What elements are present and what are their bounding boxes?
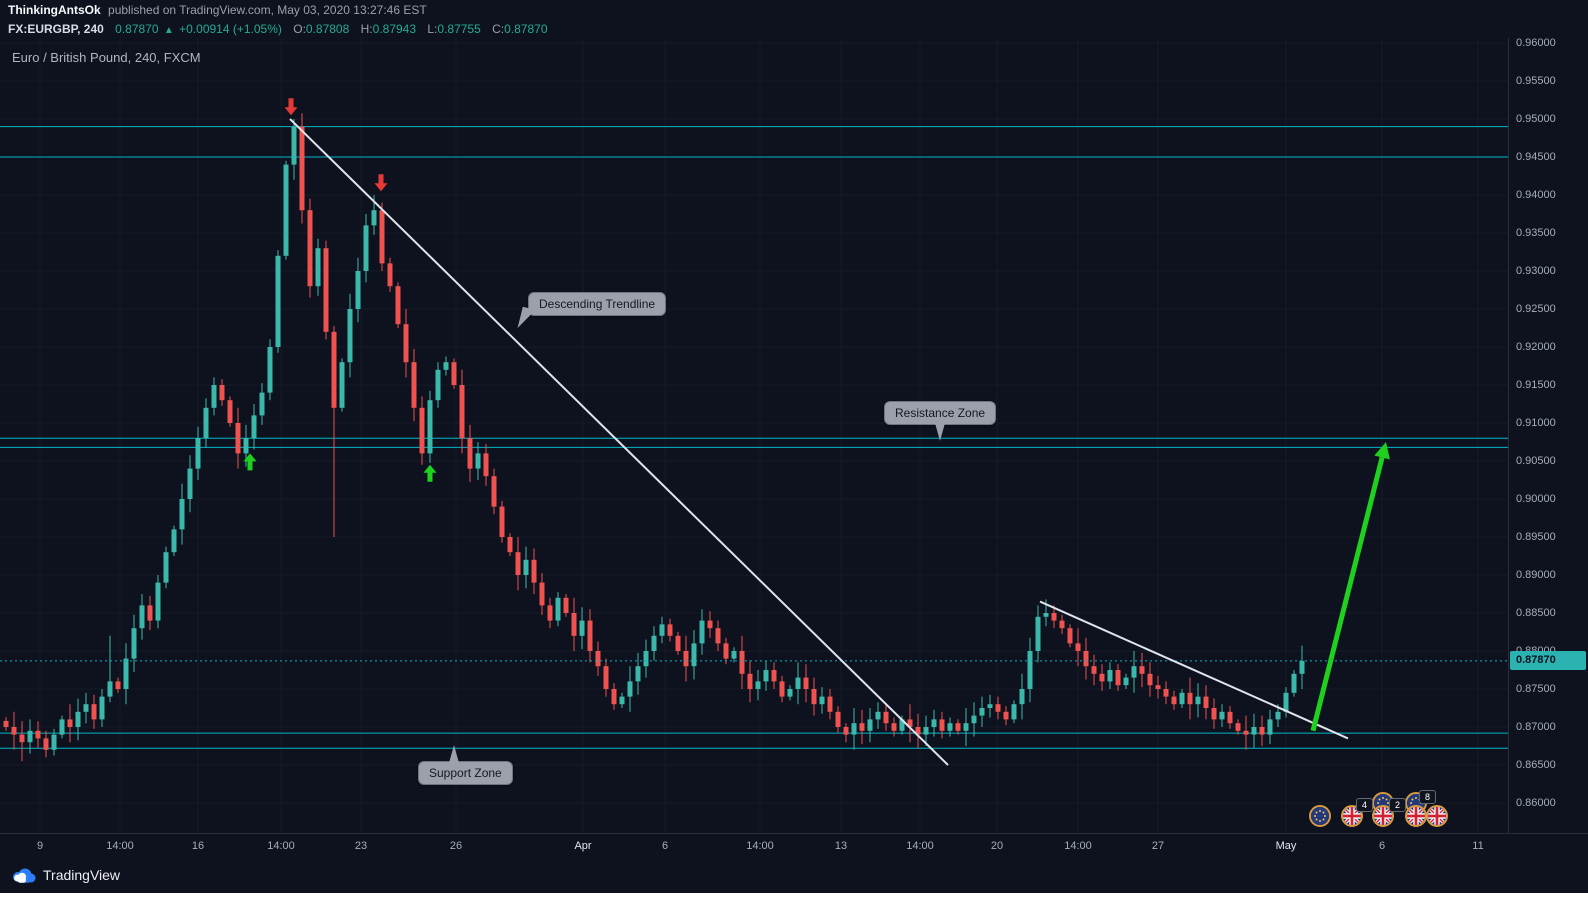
callout-tail [449,745,460,763]
price-label: 0.93500 [1516,227,1556,239]
time-label: 14:00 [746,840,774,852]
price-label: 0.86000 [1516,797,1556,809]
time-label: 14:00 [906,840,934,852]
low-value: 0.87755 [437,22,481,36]
price-label: 0.95500 [1516,75,1556,87]
open-label: O: [293,22,306,36]
price-label: 0.87500 [1516,683,1556,695]
tradingview-brand[interactable]: TradingView [43,867,121,883]
bottom-strip [0,893,1588,905]
low-label: L: [427,22,438,36]
callout-text: Resistance Zone [895,406,986,420]
price-label: 0.86500 [1516,759,1556,771]
price-label: 0.92500 [1516,303,1556,315]
tradingview-logo-icon[interactable] [10,867,36,884]
symbol-name[interactable]: FX:EURGBP, 240 [8,22,104,36]
price-label: 0.95000 [1516,113,1556,125]
high-value: 0.87943 [372,22,417,36]
price-label: 0.89500 [1516,531,1556,543]
last-price: 0.87870 [115,22,159,36]
price-label: 0.91500 [1516,379,1556,391]
open-value: 0.87808 [305,22,350,36]
current-price-tag: 0.87870 [1510,651,1586,670]
resistance-zone-label[interactable]: Resistance Zone [884,401,997,441]
publication-info: published on TradingView.com, May 03, 20… [108,3,427,17]
price-label: 0.96000 [1516,37,1556,49]
time-label: 13 [834,840,848,852]
time-label: 11 [1472,840,1484,852]
time-label: May [1275,840,1297,852]
time-label: 6 [661,840,669,852]
callout-tail [935,423,946,441]
price-change: +0.00914 (+1.05%) [179,22,282,36]
time-label: 6 [1378,840,1386,852]
time-label: 9 [36,840,44,852]
callout-text: Support Zone [429,766,502,780]
publication-bar: ThinkingAntsOk published on TradingView.… [0,0,1588,20]
close-label: C: [492,22,505,36]
price-label: 0.90500 [1516,455,1556,467]
author-name[interactable]: ThinkingAntsOk [8,3,101,17]
price-label: 0.93000 [1516,265,1556,277]
time-label: 27 [1151,840,1165,852]
descending-trendline-label[interactable]: Descending Trendline [517,292,667,332]
support-zone-label[interactable]: Support Zone [418,745,513,785]
time-label: 14:00 [1064,840,1092,852]
footer: TradingView [0,857,1588,893]
high-label: H: [360,22,373,36]
up-triangle-icon: ▲ [163,25,174,36]
callout-text: Descending Trendline [539,297,656,311]
time-label: 23 [354,840,368,852]
price-label: 0.89000 [1516,569,1556,581]
time-label: 14:00 [267,840,295,852]
price-label: 0.90000 [1516,493,1556,505]
time-label: Apr [574,840,592,852]
time-label: 14:00 [106,840,134,852]
price-label: 0.91000 [1516,417,1556,429]
price-label: 0.94000 [1516,189,1556,201]
time-axis[interactable]: 9 14:00 16 14:00 23 26 Apr 6 14:00 13 14:00 20 14:00… [0,833,1588,858]
price-axis[interactable]: 0.96000 0.95500 0.95000 0.94500 0.94000 0.935… [1508,37,1588,833]
chart-title: Euro / British Pound, 240, FXCM [12,50,201,65]
time-label: 16 [191,840,205,852]
price-label: 0.88500 [1516,607,1556,619]
close-value: 0.87870 [504,22,548,36]
price-label: 0.92000 [1516,341,1556,353]
time-label: 26 [449,840,463,852]
chart-area[interactable]: Euro / British Pound, 240, FXCM Descendi… [0,37,1588,858]
price-label: 0.94500 [1516,151,1556,163]
price-label: 0.87000 [1516,721,1556,733]
price-chart-canvas[interactable] [0,38,1508,833]
symbol-info-bar: FX:EURGBP, 240 0.87870 ▲ +0.00914 (+1.05… [0,20,1588,38]
time-label: 20 [990,840,1004,852]
